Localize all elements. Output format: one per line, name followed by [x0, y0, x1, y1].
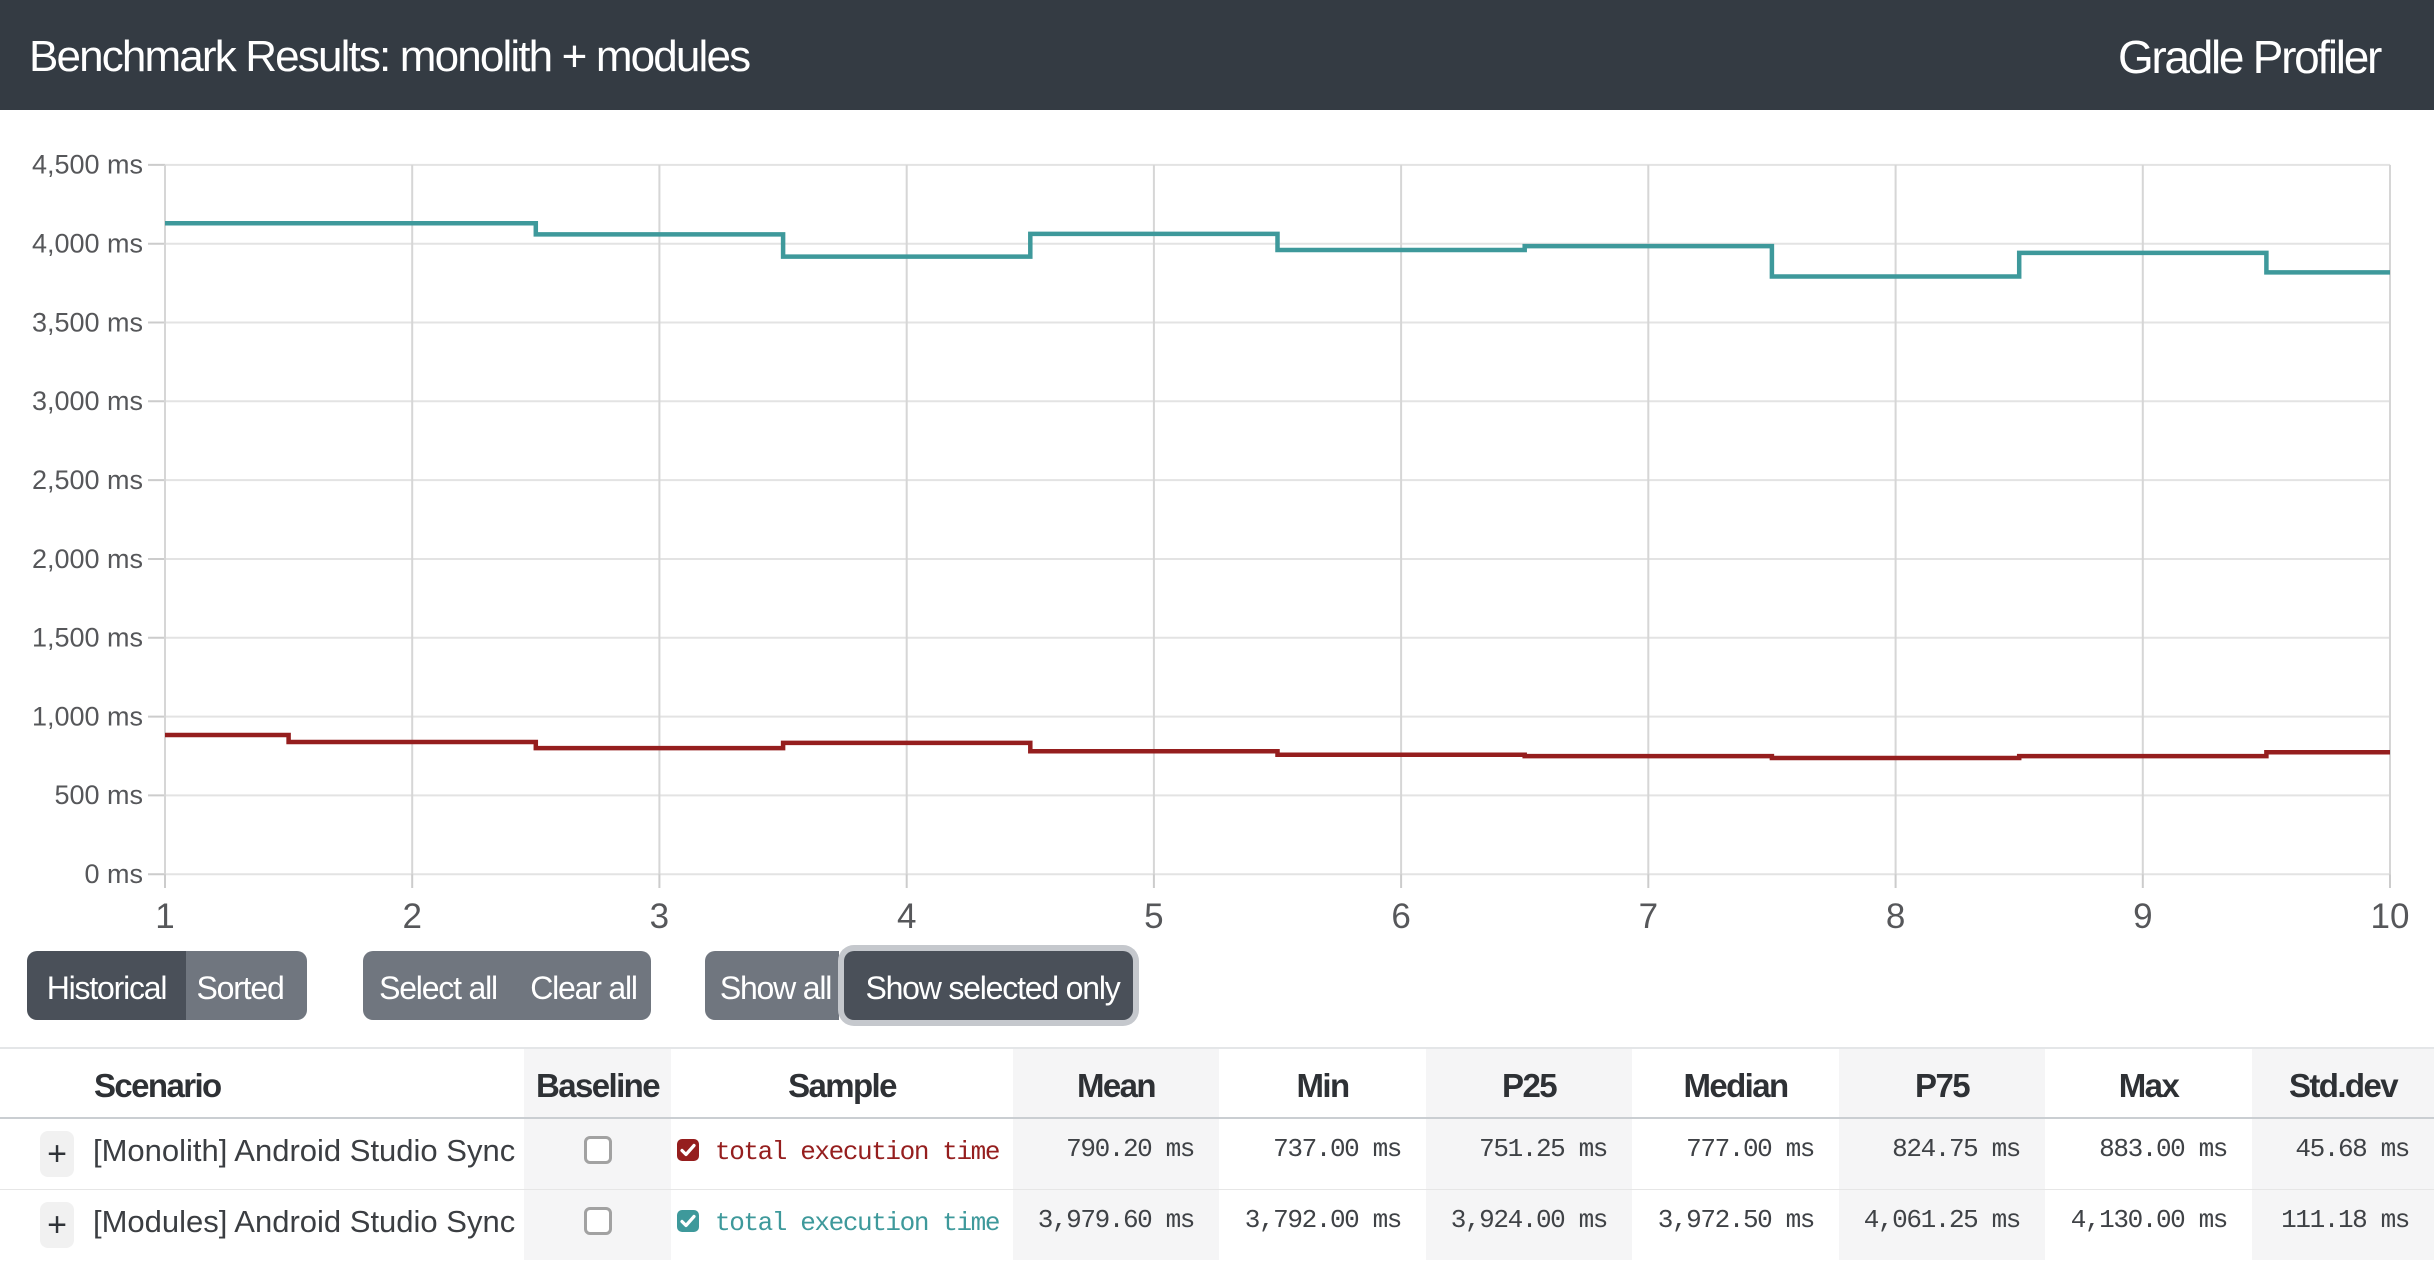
svg-text:4: 4	[897, 897, 916, 936]
svg-text:4,500 ms: 4,500 ms	[32, 150, 143, 180]
svg-text:500 ms: 500 ms	[54, 780, 143, 810]
svg-text:4,000 ms: 4,000 ms	[32, 229, 143, 259]
svg-text:10: 10	[2371, 897, 2410, 936]
svg-text:1,500 ms: 1,500 ms	[32, 623, 143, 653]
svg-text:3,500 ms: 3,500 ms	[32, 307, 143, 337]
svg-text:1,000 ms: 1,000 ms	[32, 701, 143, 731]
svg-text:5: 5	[1144, 897, 1163, 936]
svg-text:8: 8	[1886, 897, 1905, 936]
svg-text:7: 7	[1639, 897, 1658, 936]
svg-text:3: 3	[650, 897, 669, 936]
svg-text:0 ms: 0 ms	[84, 859, 143, 889]
svg-text:2: 2	[402, 897, 421, 936]
svg-text:9: 9	[2133, 897, 2152, 936]
svg-text:2,500 ms: 2,500 ms	[32, 465, 143, 495]
svg-text:6: 6	[1391, 897, 1410, 936]
svg-text:3,000 ms: 3,000 ms	[32, 386, 143, 416]
svg-text:1: 1	[155, 897, 174, 936]
svg-text:2,000 ms: 2,000 ms	[32, 544, 143, 574]
